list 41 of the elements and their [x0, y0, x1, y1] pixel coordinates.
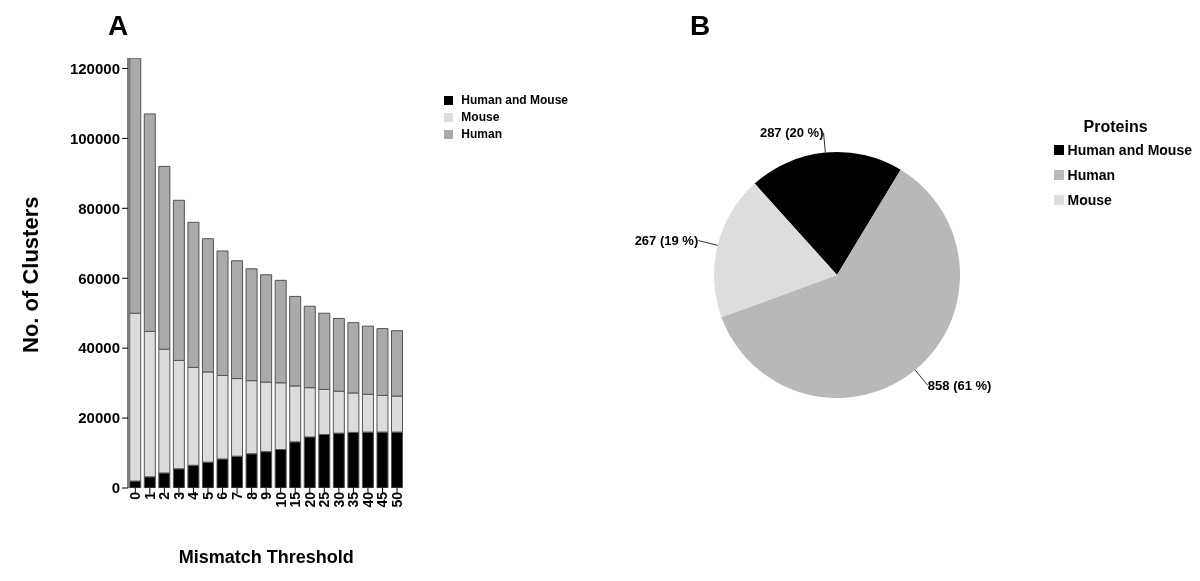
x-axis-title: Mismatch Threshold — [178, 547, 354, 567]
legend-label: Human — [460, 127, 503, 141]
chart-title: A — [108, 10, 129, 42]
legend-label: Human — [1066, 167, 1116, 183]
x-tick-label: 35 — [345, 491, 362, 508]
x-tick-label: 4 — [185, 491, 202, 500]
x-tick-label: 20 — [301, 491, 318, 508]
legend-title: Proteins — [1082, 118, 1149, 136]
data-label: 858 (61 %) — [927, 377, 992, 393]
x-tick-label: 25 — [316, 491, 333, 508]
x-tick-label: 6 — [214, 491, 231, 500]
chart-title: B — [690, 10, 711, 42]
legend-label: Mouse — [1066, 192, 1113, 208]
y-tick-label: 40000 — [78, 339, 120, 357]
legend-label: Human and Mouse — [460, 93, 568, 107]
legend-label: Human and Mouse — [1066, 142, 1192, 158]
x-tick-label: 8 — [243, 491, 260, 500]
x-tick-label: 3 — [170, 491, 187, 500]
x-tick-label: 15 — [287, 491, 304, 508]
data-label: 267 (19 %) — [634, 232, 699, 248]
x-tick-label: 2 — [156, 491, 173, 500]
x-tick-label: 50 — [388, 491, 405, 508]
y-axis-title: No. of Clusters — [17, 196, 43, 353]
pie-slice — [714, 183, 837, 318]
x-tick-label: 5 — [199, 491, 216, 500]
y-tick-label: 80000 — [78, 199, 120, 217]
y-tick-label: 100000 — [69, 129, 120, 147]
x-tick-label: 45 — [374, 491, 391, 508]
y-tick-label: 120000 — [69, 59, 120, 77]
pie-slice — [754, 152, 901, 275]
x-tick-label: 9 — [258, 491, 275, 500]
y-tick-label: 20000 — [78, 409, 120, 427]
legend-label: Mouse — [460, 110, 501, 124]
x-tick-label: 0 — [127, 491, 144, 500]
x-tick-label: 40 — [359, 491, 376, 508]
x-tick-label: 30 — [330, 491, 347, 508]
x-tick-label: 10 — [272, 491, 289, 508]
y-tick-label: 60000 — [78, 269, 120, 287]
data-label: 287 (20 %) — [759, 125, 824, 141]
x-tick-label: 7 — [229, 491, 246, 500]
x-tick-label: 1 — [141, 491, 158, 500]
